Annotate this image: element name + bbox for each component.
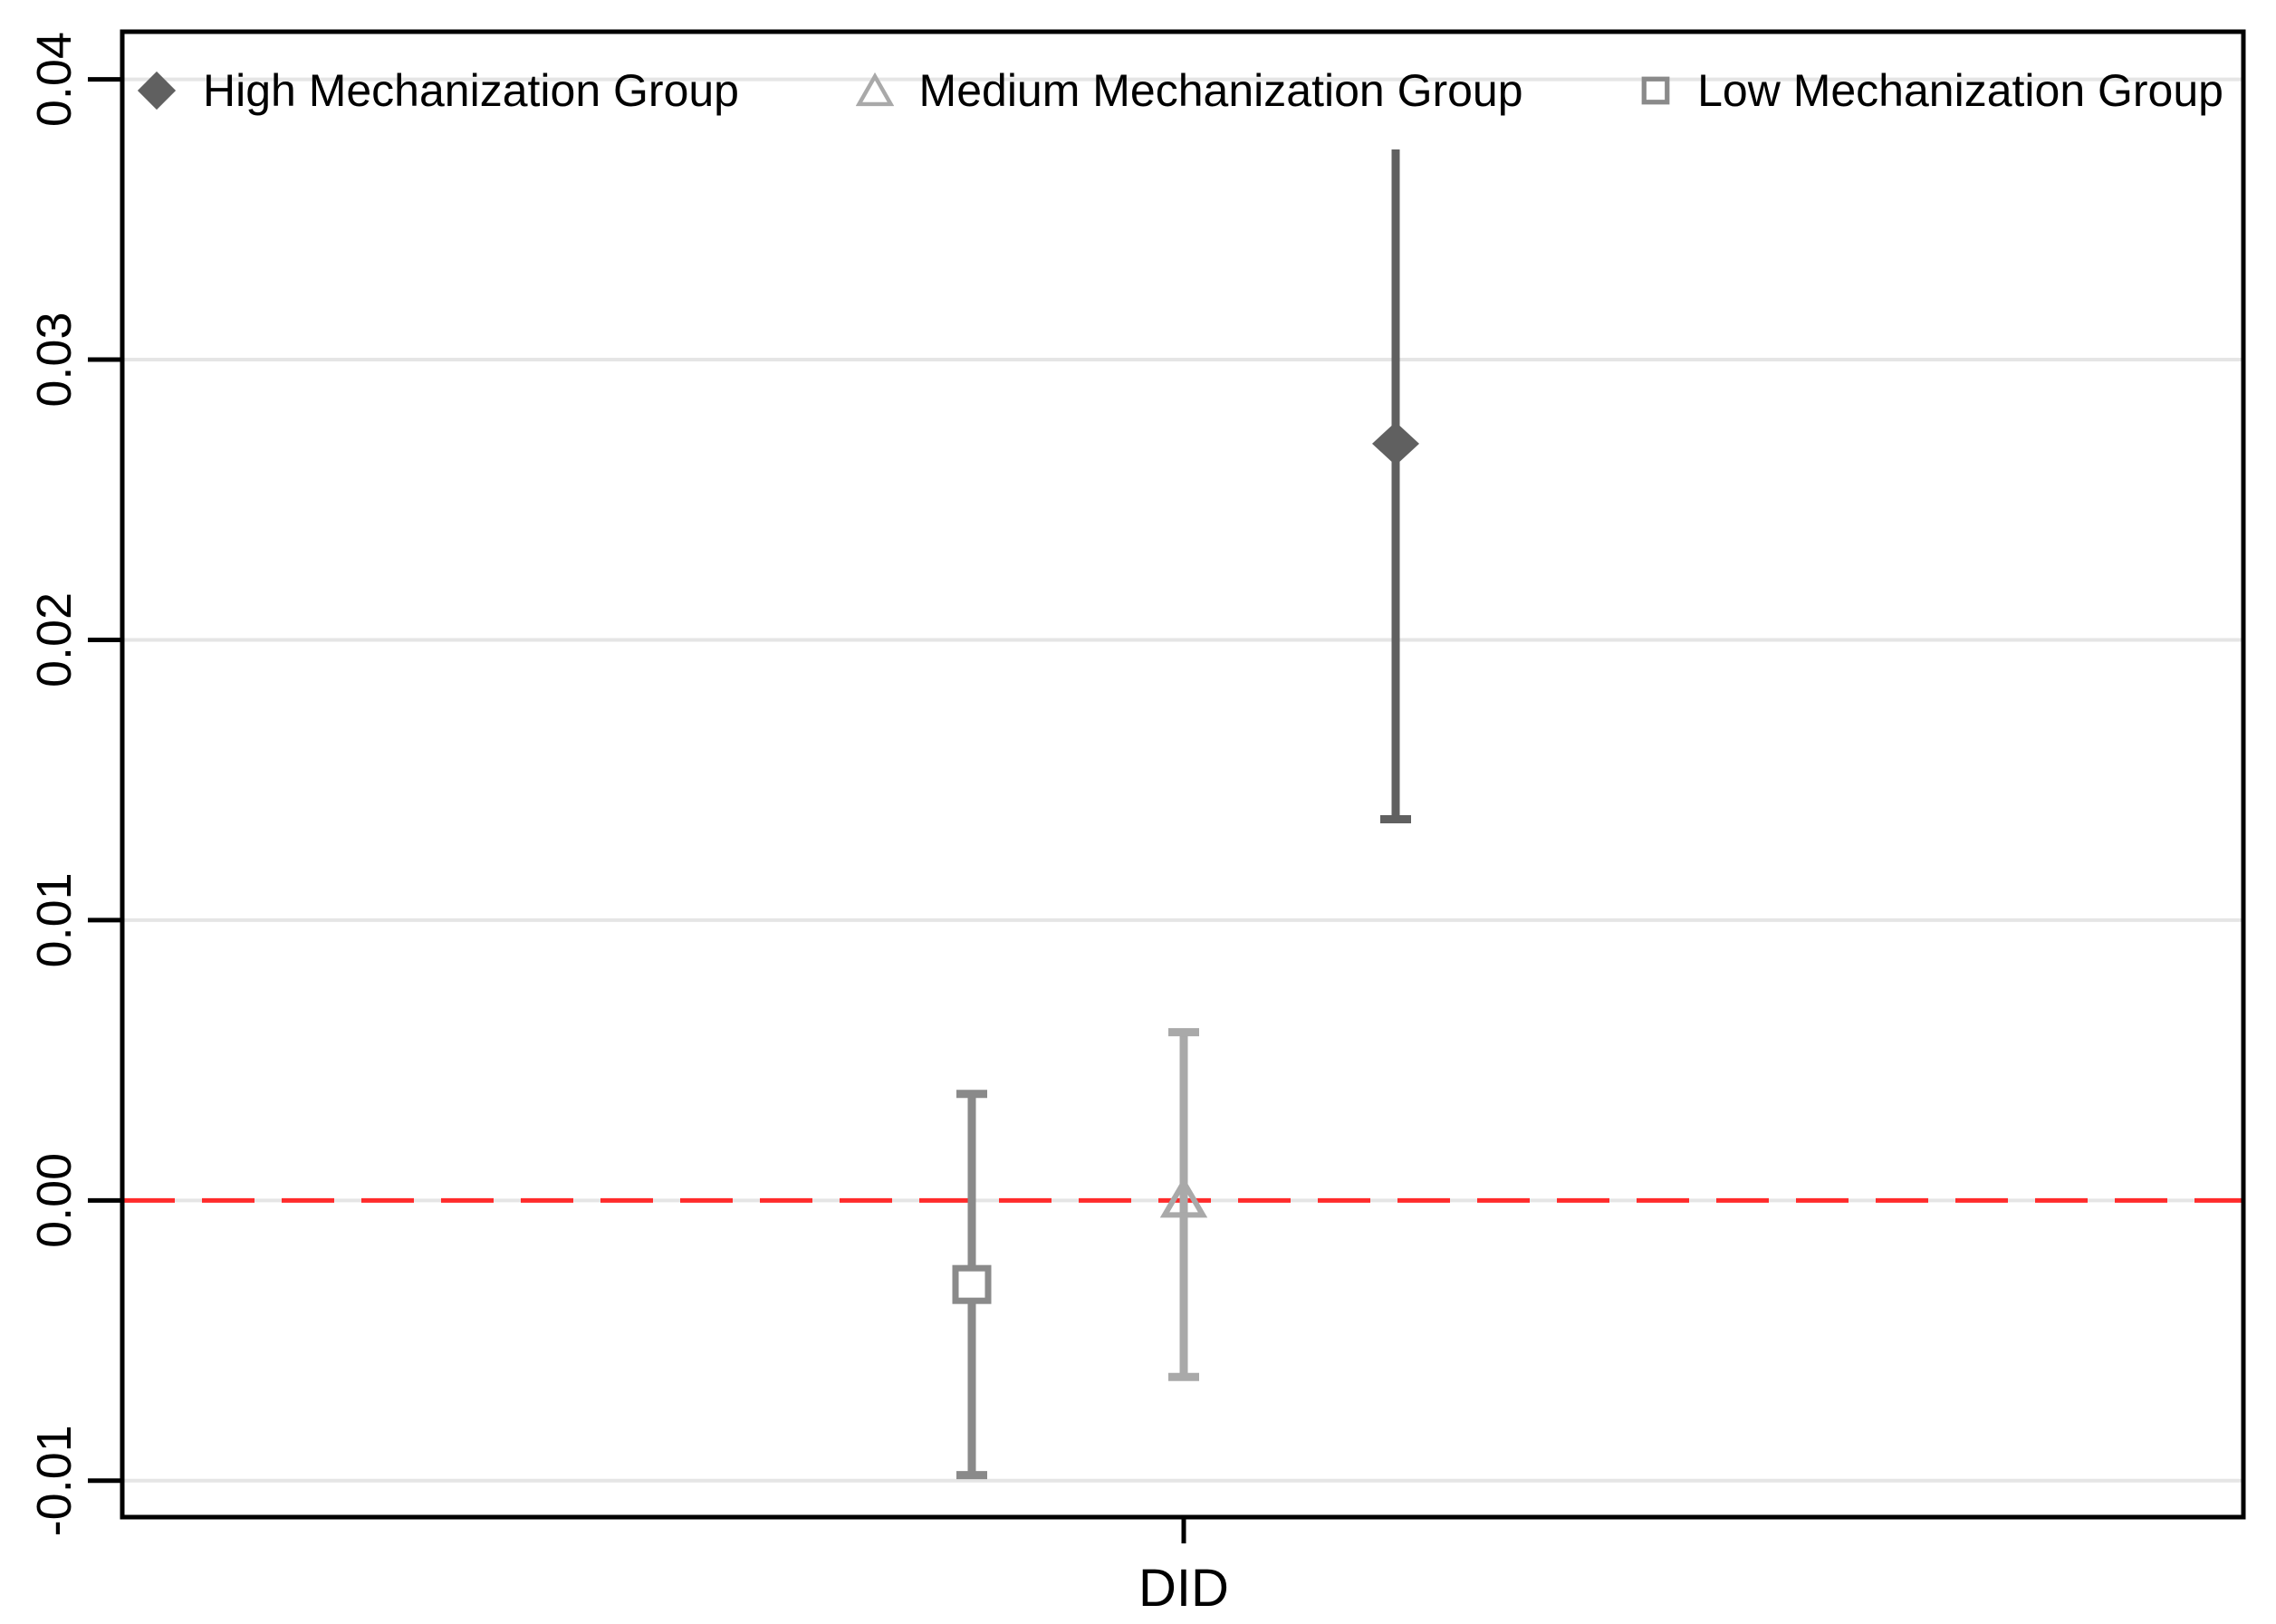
y-tick-label: 0.03 bbox=[27, 312, 82, 407]
y-tick-label: -0.01 bbox=[27, 1425, 82, 1536]
y-tick-label: 0.02 bbox=[27, 592, 82, 687]
series-high-mechanization-group-marker-diamond bbox=[1372, 421, 1419, 466]
y-tick-label: 0.04 bbox=[27, 32, 82, 127]
x-axis-label: DID bbox=[1138, 1559, 1229, 1618]
y-tick-label: 0.00 bbox=[27, 1153, 82, 1248]
y-tick-label: 0.01 bbox=[27, 872, 82, 967]
series-medium-mechanization-group-marker-triangle bbox=[1159, 1177, 1208, 1218]
series-low-mechanization-group-marker-square bbox=[952, 1264, 992, 1304]
